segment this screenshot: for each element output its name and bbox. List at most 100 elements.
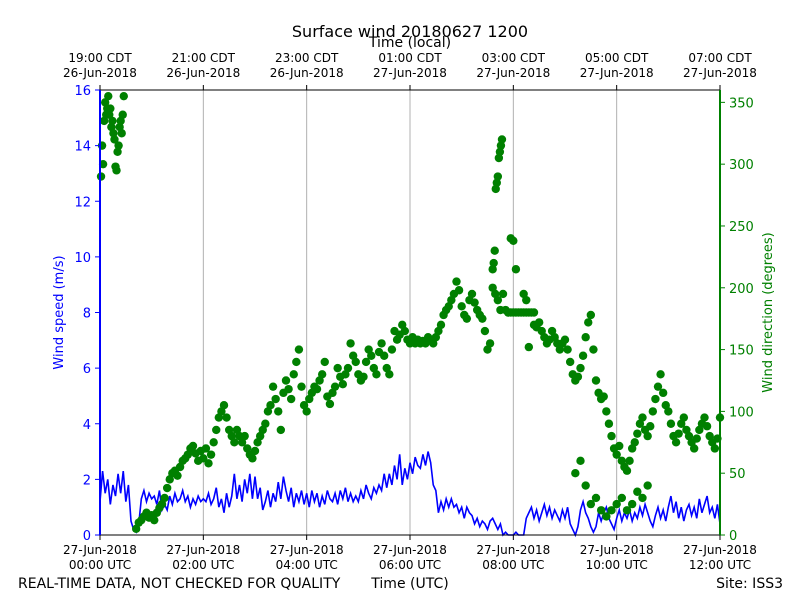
wind-direction-point [274, 407, 283, 416]
wind-direction-point [529, 308, 539, 317]
wind-direction-point [462, 314, 472, 323]
wind-direction-point [292, 357, 301, 367]
wind-direction-point [492, 178, 501, 187]
wind-direction-point [271, 394, 280, 404]
bottom-tick-label-date: 27-Jun-2018 [683, 543, 757, 557]
top-tick-label-time: 23:00 CDT [275, 51, 339, 65]
wind-direction-point [302, 407, 311, 416]
wind-direction-point [276, 425, 286, 435]
wind-direction-point [584, 318, 593, 327]
wind-direction-point [173, 471, 182, 480]
wind-direction-point [488, 265, 497, 274]
wind-direction-point [212, 425, 221, 435]
wind-direction-point [648, 407, 658, 416]
wind-direction-point [470, 298, 479, 307]
bottom-tick-label-date: 27-Jun-2018 [476, 543, 550, 557]
wind-direction-point [612, 450, 621, 459]
wind-direction-point [664, 407, 673, 416]
wind-direction-point [248, 454, 257, 463]
wind-direction-point [457, 302, 466, 311]
wind-direction-point [643, 431, 652, 441]
wind-direction-point [497, 135, 507, 144]
wind-direction-point [602, 512, 611, 521]
left-tick-label: 10 [74, 251, 91, 266]
right-tick-label: 300 [729, 158, 754, 173]
wind-direction-point [110, 135, 119, 144]
wind-direction-point [112, 166, 121, 175]
right-tick-label: 0 [729, 529, 737, 544]
wind-direction-point [286, 394, 296, 404]
right-tick-label: 350 [729, 96, 754, 111]
wind-direction-point [118, 110, 127, 119]
wind-direction-point [117, 129, 126, 138]
wind-direction-point [617, 493, 627, 503]
wind-direction-point [96, 172, 106, 181]
wind-direction-point [563, 345, 572, 354]
wind-direction-point [666, 419, 676, 428]
top-tick-label-date: 27-Jun-2018 [683, 66, 757, 80]
bottom-tick-label-time: 00:00 UTC [69, 558, 131, 572]
wind-direction-point [607, 431, 616, 441]
wind-direction-point [338, 379, 348, 389]
bottom-tick-label-date: 27-Jun-2018 [270, 543, 344, 557]
left-tick-label: 16 [74, 84, 91, 99]
wind-direction-point [206, 450, 216, 459]
wind-direction-point [710, 444, 720, 453]
wind-direction-point [581, 481, 590, 490]
wind-direction-point [643, 481, 652, 490]
left-tick-label: 2 [83, 473, 91, 488]
bottom-tick-label-time: 12:00 UTC [689, 558, 751, 572]
wind-direction-point [602, 407, 611, 416]
wind-direction-point [589, 345, 598, 354]
top-tick-label-time: 01:00 CDT [378, 51, 442, 65]
wind-direction-point [560, 335, 570, 344]
wind-direction-point [400, 326, 410, 336]
top-tick-label-time: 07:00 CDT [688, 51, 752, 65]
left-tick-label: 0 [83, 529, 91, 544]
right-tick-label: 50 [729, 467, 746, 482]
wind-direction-point [591, 376, 601, 385]
bottom-tick-label-date: 27-Jun-2018 [373, 543, 447, 557]
wind-direction-point [297, 382, 306, 391]
bottom-tick-label-date: 27-Jun-2018 [63, 543, 137, 557]
left-axis-label: Wind speed (m/s) [52, 255, 67, 369]
bottom-tick-label-time: 06:00 UTC [379, 558, 441, 572]
wind-direction-point [633, 487, 642, 496]
bottom-tick-label-date: 27-Jun-2018 [166, 543, 240, 557]
wind-direction-point [268, 382, 278, 391]
top-tick-label-date: 26-Jun-2018 [63, 66, 137, 80]
wind-direction-point [653, 382, 663, 391]
wind-direction-point [586, 310, 596, 320]
wind-direction-point [495, 147, 505, 157]
wind-direction-point [656, 370, 665, 379]
wind-direction-point [162, 483, 172, 493]
top-tick-label-time: 21:00 CDT [172, 51, 236, 65]
wind-direction-point [372, 370, 381, 379]
x-axis-label: Time (UTC) [370, 576, 448, 592]
wind-direction-point [204, 459, 213, 468]
bottom-tick-label-date: 27-Jun-2018 [580, 543, 654, 557]
axes: 0 2 4 6 8 10 12 14 16 0 50 100 150 200 250 300 350 27-Jun… [63, 51, 757, 572]
wind-direction-point [485, 339, 495, 348]
wind-direction-point [578, 351, 588, 360]
quality-note: REAL-TIME DATA, NOT CHECKED FOR QUALITY [18, 576, 341, 592]
wind-direction-point [467, 289, 477, 299]
wind-direction-point [325, 399, 335, 409]
wind-direction-point [496, 141, 506, 150]
wind-direction-point [622, 466, 632, 475]
wind-direction-point [671, 438, 681, 447]
wind-direction-point [320, 357, 329, 367]
wind-direction-point [230, 438, 239, 447]
wind-direction-point [281, 376, 291, 385]
left-tick-label: 6 [83, 362, 91, 377]
wind-direction-point [201, 444, 211, 453]
wind-direction-point [317, 370, 327, 379]
wind-direction-point [586, 499, 596, 509]
wind-direction-point [250, 446, 260, 456]
wind-direction-point [615, 441, 624, 451]
wind-direction-point [679, 413, 689, 422]
wind-direction-point [658, 388, 668, 398]
wind-direction-point [289, 370, 298, 379]
wind-direction-point [150, 515, 159, 525]
top-tick-label-date: 26-Jun-2018 [166, 66, 240, 80]
